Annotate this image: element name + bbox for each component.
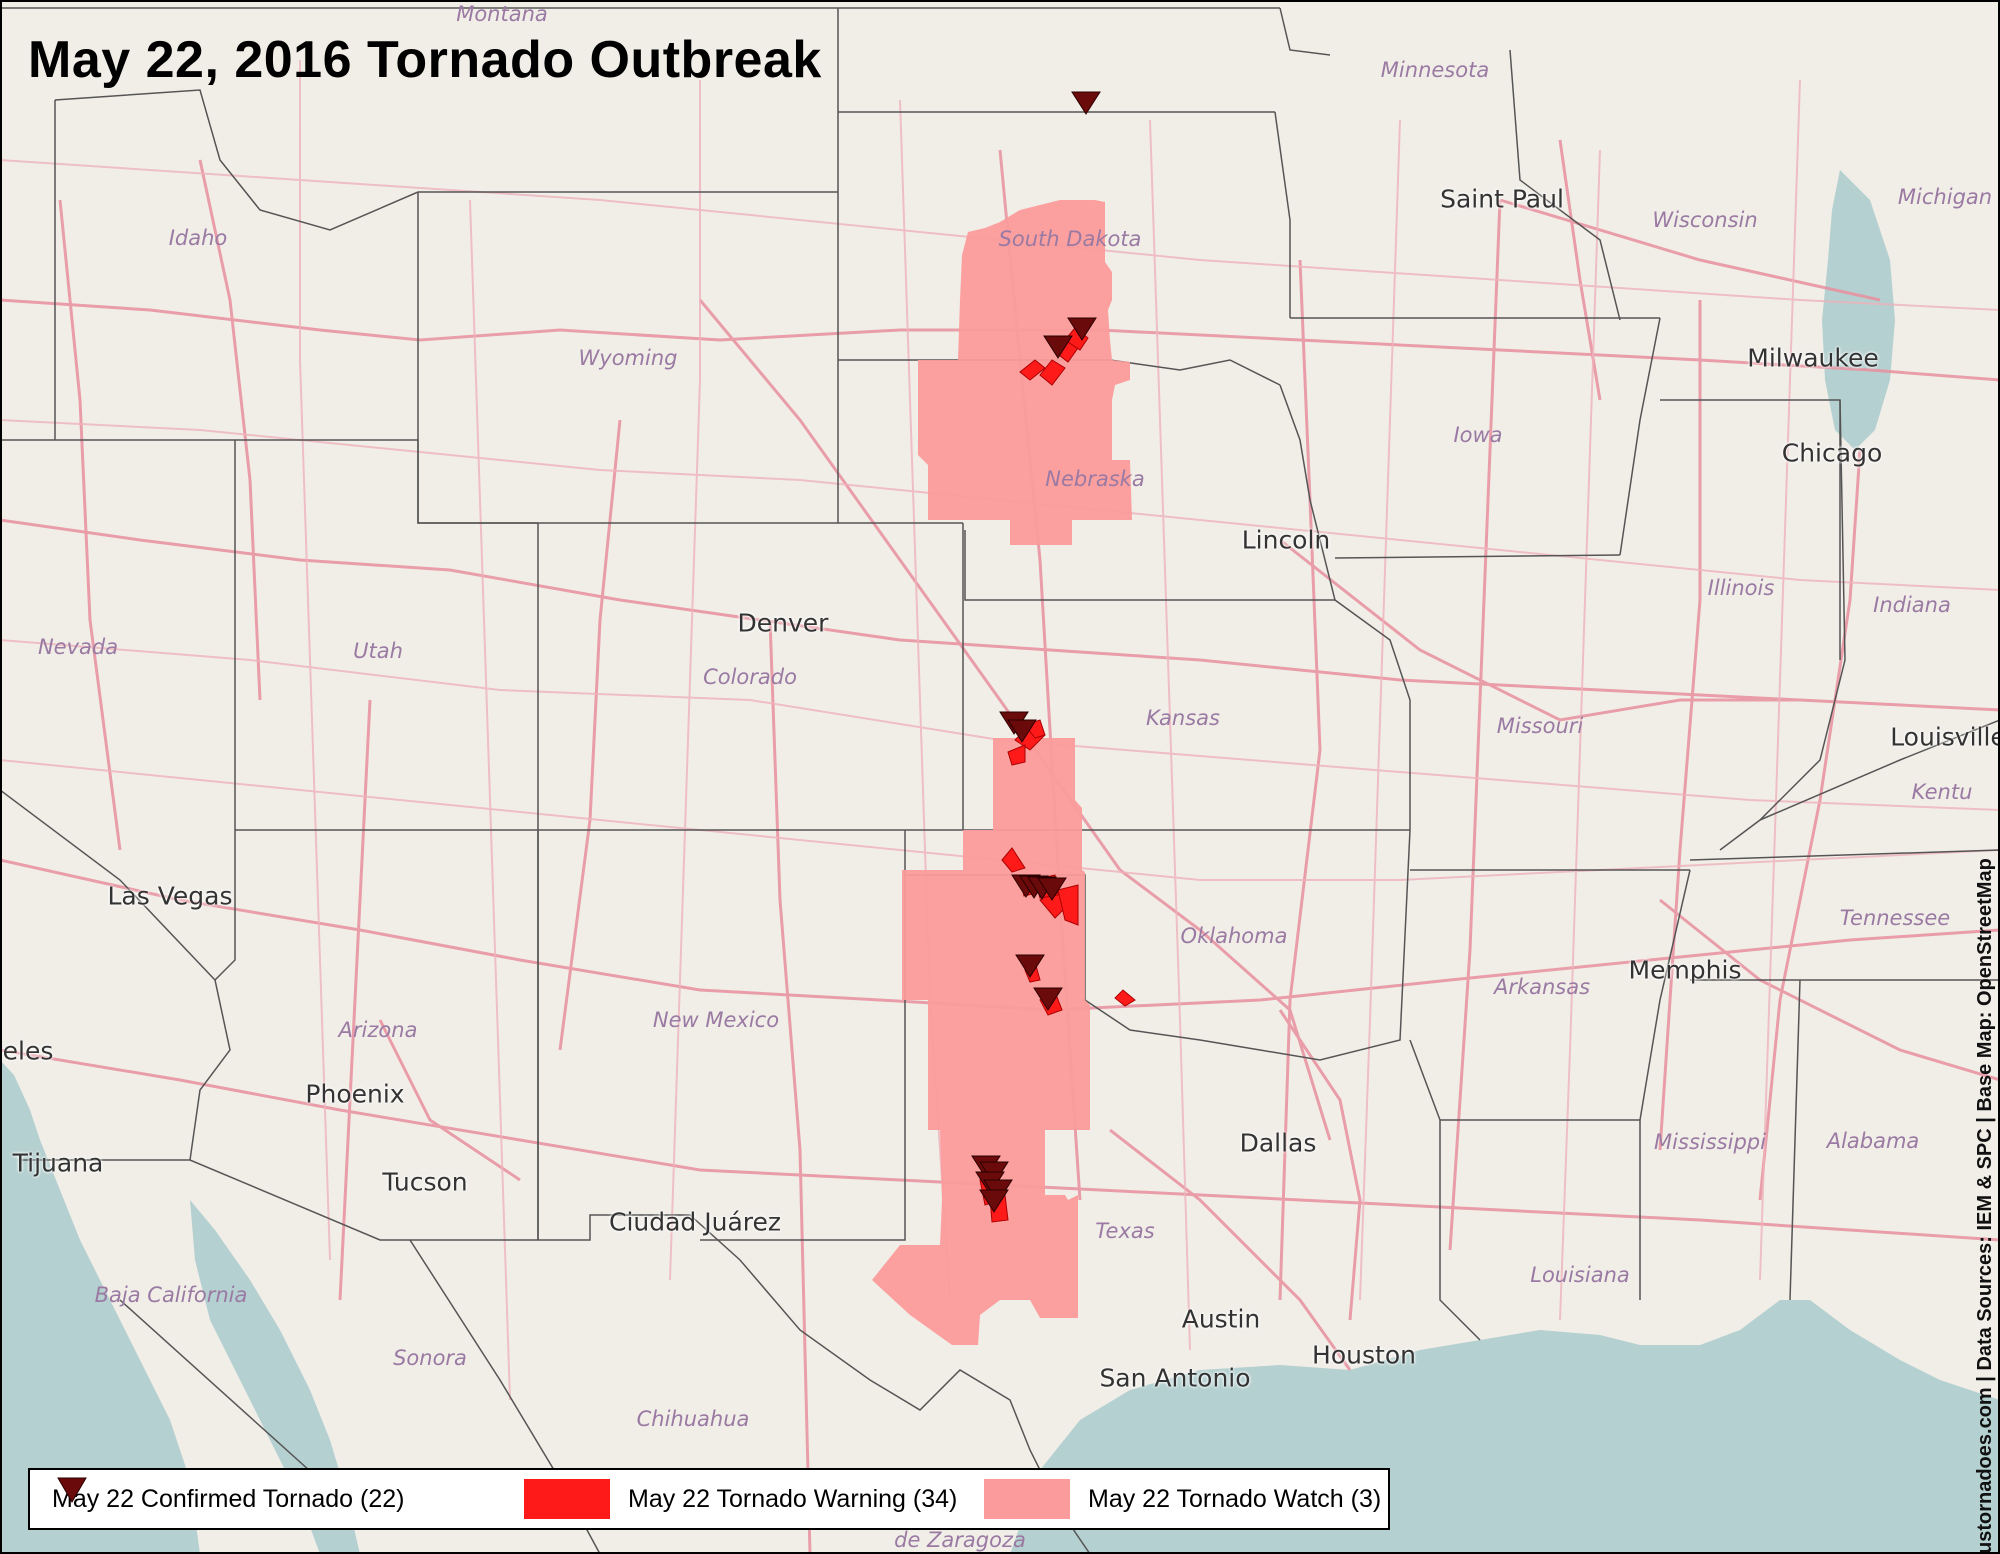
- warning-polygon: [1064, 327, 1089, 351]
- label-houston: Houston: [1312, 1340, 1416, 1370]
- warning-polygon: [1057, 884, 1079, 926]
- lake-michigan: [1822, 170, 1895, 450]
- confirmed-tornadoes: [971, 91, 1101, 1213]
- tornado-triangle-icon: [1071, 91, 1101, 115]
- label-minnesota: Minnesota: [1380, 58, 1490, 82]
- tornado-triangle-icon: [57, 1477, 87, 1503]
- label-tennessee: Tennessee: [1839, 906, 1951, 930]
- tornado-triangle-icon: [1007, 719, 1037, 743]
- label-alabama: Alabama: [1826, 1129, 1920, 1153]
- label-wisconsin: Wisconsin: [1652, 208, 1758, 232]
- label-mississippi: Mississippi: [1654, 1130, 1766, 1154]
- label-louisiana: Louisiana: [1530, 1263, 1630, 1287]
- label-sonora: Sonora: [393, 1346, 467, 1370]
- tornado-triangle-icon: [1067, 317, 1097, 341]
- label-arkansas: Arkansas: [1493, 975, 1591, 999]
- tornado-triangle-icon: [1037, 877, 1067, 901]
- label-tijuana: Tijuana: [12, 1148, 104, 1178]
- label-kansas: Kansas: [1146, 706, 1220, 730]
- label-oklahoma: Oklahoma: [1180, 924, 1288, 948]
- label-chihuahua: Chihuahua: [636, 1407, 750, 1431]
- label-nebraska: Nebraska: [1045, 467, 1145, 491]
- warning-polygon: [1007, 744, 1026, 766]
- warning-polygon: [1001, 847, 1026, 873]
- warning-polygon: [1039, 359, 1066, 386]
- legend-item-warning: May 22 Tornado Warning (34): [524, 1470, 957, 1528]
- label-wyoming: Wyoming: [578, 346, 678, 370]
- label-nevada: Nevada: [37, 635, 119, 659]
- legend-item-tornado: May 22 Confirmed Tornado (22): [52, 1470, 405, 1528]
- tornado-triangle-icon: [1043, 335, 1073, 359]
- label-baja-california: Baja California: [94, 1283, 248, 1307]
- label-chicago: Chicago: [1781, 438, 1883, 468]
- label-saint-paul: Saint Paul: [1440, 184, 1564, 214]
- credit-line: ustornadoes.com | Data Sources: IEM & SP…: [1974, 858, 1996, 1554]
- label-illinois: Illinois: [1707, 576, 1775, 600]
- label-denver: Denver: [737, 608, 829, 638]
- label-san-antonio: San Antonio: [1099, 1363, 1251, 1393]
- label-montana: Montana: [456, 2, 548, 26]
- label-south-dakota: South Dakota: [998, 227, 1142, 251]
- credit-sources: Data Sources: IEM & SPC | Base Map: Open…: [1974, 858, 1996, 1371]
- tornado-triangle-icon: [979, 1189, 1009, 1213]
- label-lincoln: Lincoln: [1241, 525, 1331, 555]
- warning-polygon: [1114, 989, 1136, 1007]
- label-utah: Utah: [353, 639, 403, 663]
- gulf-of-california: [190, 1200, 360, 1554]
- tornado-triangle-icon: [1015, 954, 1045, 978]
- pacific-ocean: [0, 1060, 200, 1554]
- label-tucson: Tucson: [382, 1167, 468, 1197]
- label-kentucky: Kentu: [1911, 780, 1973, 804]
- legend-item-watch: May 22 Tornado Watch (3): [984, 1470, 1381, 1528]
- label-louisville: Louisville: [1890, 722, 2000, 752]
- tornado-triangle-icon: [1033, 987, 1063, 1011]
- watch-swatch: [984, 1479, 1070, 1519]
- legend-label-tornado: May 22 Confirmed Tornado (22): [52, 1484, 405, 1513]
- legend-label-watch: May 22 Tornado Watch (3): [1088, 1484, 1382, 1513]
- label-de-zaragoza: de Zaragoza: [894, 1528, 1026, 1552]
- borders: [0, 7, 2000, 1554]
- map-title: May 22, 2016 Tornado Outbreak: [28, 31, 822, 89]
- label-austin: Austin: [1181, 1304, 1261, 1334]
- label-ciudad-juarez: Ciudad Juárez: [608, 1207, 782, 1237]
- label-michigan: Michigan: [1897, 185, 1993, 209]
- legend-label-warning: May 22 Tornado Warning (34): [628, 1484, 958, 1513]
- label-milwaukee: Milwaukee: [1747, 343, 1879, 373]
- warning-swatch: [524, 1479, 610, 1519]
- label-phoenix: Phoenix: [305, 1079, 405, 1109]
- credit-site: ustornadoes.com: [1974, 1387, 1996, 1554]
- label-arizona: Arizona: [338, 1018, 418, 1042]
- label-memphis: Memphis: [1628, 955, 1742, 985]
- label-colorado: Colorado: [703, 665, 797, 689]
- label-new-mexico: New Mexico: [652, 1008, 780, 1032]
- label-texas: Texas: [1095, 1219, 1155, 1243]
- label-idaho: Idaho: [168, 226, 228, 250]
- label-las-vegas: Las Vegas: [107, 881, 233, 911]
- label-indiana: Indiana: [1873, 593, 1951, 617]
- label-missouri: Missouri: [1496, 714, 1584, 738]
- label-los-angeles: eles: [2, 1036, 54, 1066]
- label-iowa: Iowa: [1453, 423, 1503, 447]
- legend: May 22 Confirmed Tornado (22) May 22 Tor…: [28, 1468, 1390, 1530]
- label-dallas: Dallas: [1239, 1128, 1317, 1158]
